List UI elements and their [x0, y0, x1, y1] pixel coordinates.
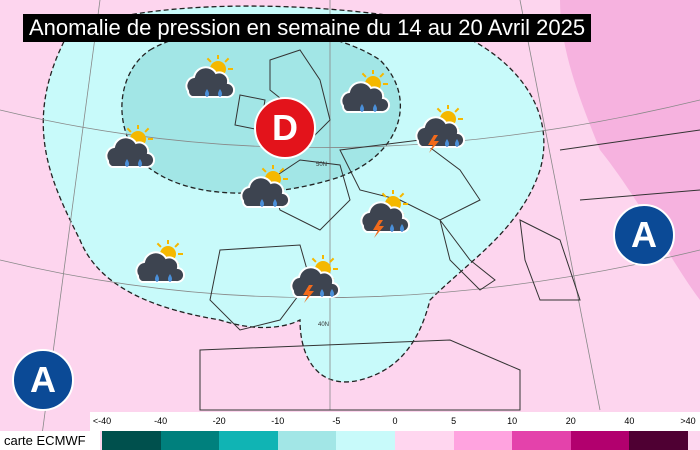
legend-ticks: <-40 -40 -20 -10 -5 0 5 10 20 40 >40 — [90, 412, 700, 431]
legend-swatch — [160, 431, 220, 450]
map-title: Anomalie de pression en semaine du 14 au… — [23, 14, 592, 42]
sun-cloud-rain-icon — [235, 164, 295, 215]
legend-tick: -10 — [271, 416, 285, 426]
high-label: A — [30, 359, 56, 400]
high-pressure-center-east: A — [613, 204, 675, 266]
legend-tick: 5 — [451, 416, 457, 426]
high-pressure-center-west: A — [12, 349, 74, 411]
legend-tick: 0 — [392, 416, 398, 426]
sun-cloud-rain-icon — [180, 54, 240, 105]
sun-cloud-rain-icon — [100, 124, 160, 175]
legend-swatch — [394, 431, 454, 450]
legend-tick: <-40 — [92, 416, 112, 426]
legend-swatch — [629, 431, 688, 450]
legend-swatch — [512, 431, 571, 450]
legend-swatch — [102, 431, 161, 450]
legend-swatch — [336, 431, 395, 450]
legend-tick: -5 — [332, 416, 341, 426]
legend-swatches — [102, 431, 688, 450]
legend-swatch — [277, 431, 337, 450]
low-label: D — [272, 107, 298, 148]
legend-swatch — [453, 431, 513, 450]
legend-tick: 20 — [565, 416, 576, 426]
sun-cloud-storm-icon — [285, 254, 345, 305]
sun-cloud-rain-icon — [335, 69, 395, 120]
sun-cloud-rain-icon — [130, 239, 190, 290]
legend-tick: -20 — [212, 416, 226, 426]
color-legend: <-40 -40 -20 -10 -5 0 5 10 20 40 >40 carte ECMWF — [0, 412, 700, 450]
low-pressure-center: D — [254, 97, 316, 159]
legend-tick: -40 — [154, 416, 168, 426]
legend-tick: 40 — [624, 416, 635, 426]
source-label: carte ECMWF — [0, 431, 100, 450]
sun-cloud-storm-icon — [355, 189, 415, 240]
legend-swatch — [570, 431, 630, 450]
high-label: A — [631, 214, 657, 255]
sun-cloud-storm-icon — [410, 104, 470, 155]
legend-tick: >40 — [680, 416, 696, 426]
graticule-label-50n: 50N — [316, 162, 327, 168]
legend-tick: 10 — [507, 416, 518, 426]
legend-swatch — [219, 431, 278, 450]
graticule-label-40n: 40N — [318, 322, 329, 328]
